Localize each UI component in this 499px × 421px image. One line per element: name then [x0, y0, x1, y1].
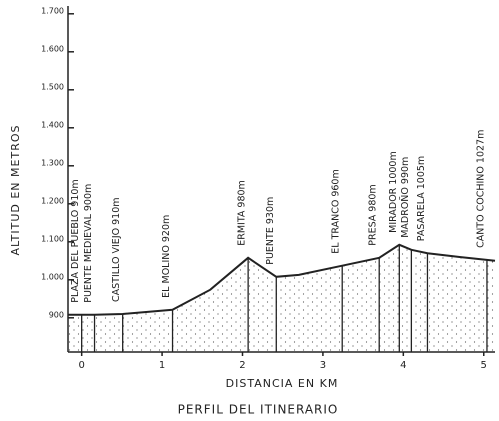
y-tick-label: 900	[49, 310, 64, 319]
waypoint-label: PASARELA 1005m	[416, 156, 427, 241]
chart-title: PERFIL DEL ITINERARIO	[178, 403, 339, 417]
x-tick-label: 1	[159, 360, 165, 371]
y-tick-label: 1.700	[41, 6, 64, 15]
waypoint-label: PUENTE 930m	[265, 197, 276, 265]
y-tick-label: 1.300	[41, 158, 64, 167]
y-tick-label: 1.100	[41, 234, 64, 243]
y-tick-label: 1.000	[41, 272, 64, 281]
y-axis-label: ALTITUD EN METROS	[9, 125, 22, 256]
waypoint-label: ERMITA 980m	[237, 180, 248, 246]
x-tick-label: 3	[320, 360, 326, 371]
waypoint-label: EL TRANCO 960m	[331, 169, 342, 253]
waypoint-label: PUENTE MEDIEVAL 900m	[83, 184, 94, 303]
x-tick-label: 4	[400, 360, 406, 371]
waypoint-label: CANTO COCHINO 1027m	[475, 130, 486, 248]
y-tick-label: 1.500	[41, 82, 64, 91]
x-tick-label: 0	[78, 360, 84, 371]
waypoint-label: MADROÑO 990m	[400, 157, 411, 238]
waypoint-label: CASTILLO VIEJO 910m	[111, 198, 122, 303]
y-tick-label: 1.600	[41, 44, 64, 53]
area-fill	[68, 244, 495, 352]
x-axis-label: DISTANCIA EN KM	[226, 377, 339, 390]
x-tick-label: 5	[481, 360, 487, 371]
y-tick-label: 1.400	[41, 120, 64, 129]
x-tick-label: 2	[239, 360, 245, 371]
waypoint-label: PRESA 980m	[368, 184, 379, 245]
waypoint-label: PLAZA DEL PUEBLO 910m	[70, 179, 81, 302]
profile-line	[68, 243, 496, 316]
waypoint-label: MIRADOR 1000m	[388, 151, 399, 233]
y-tick-label: 1.200	[41, 196, 64, 205]
waypoint-label: EL MOLINO 920m	[161, 215, 172, 298]
